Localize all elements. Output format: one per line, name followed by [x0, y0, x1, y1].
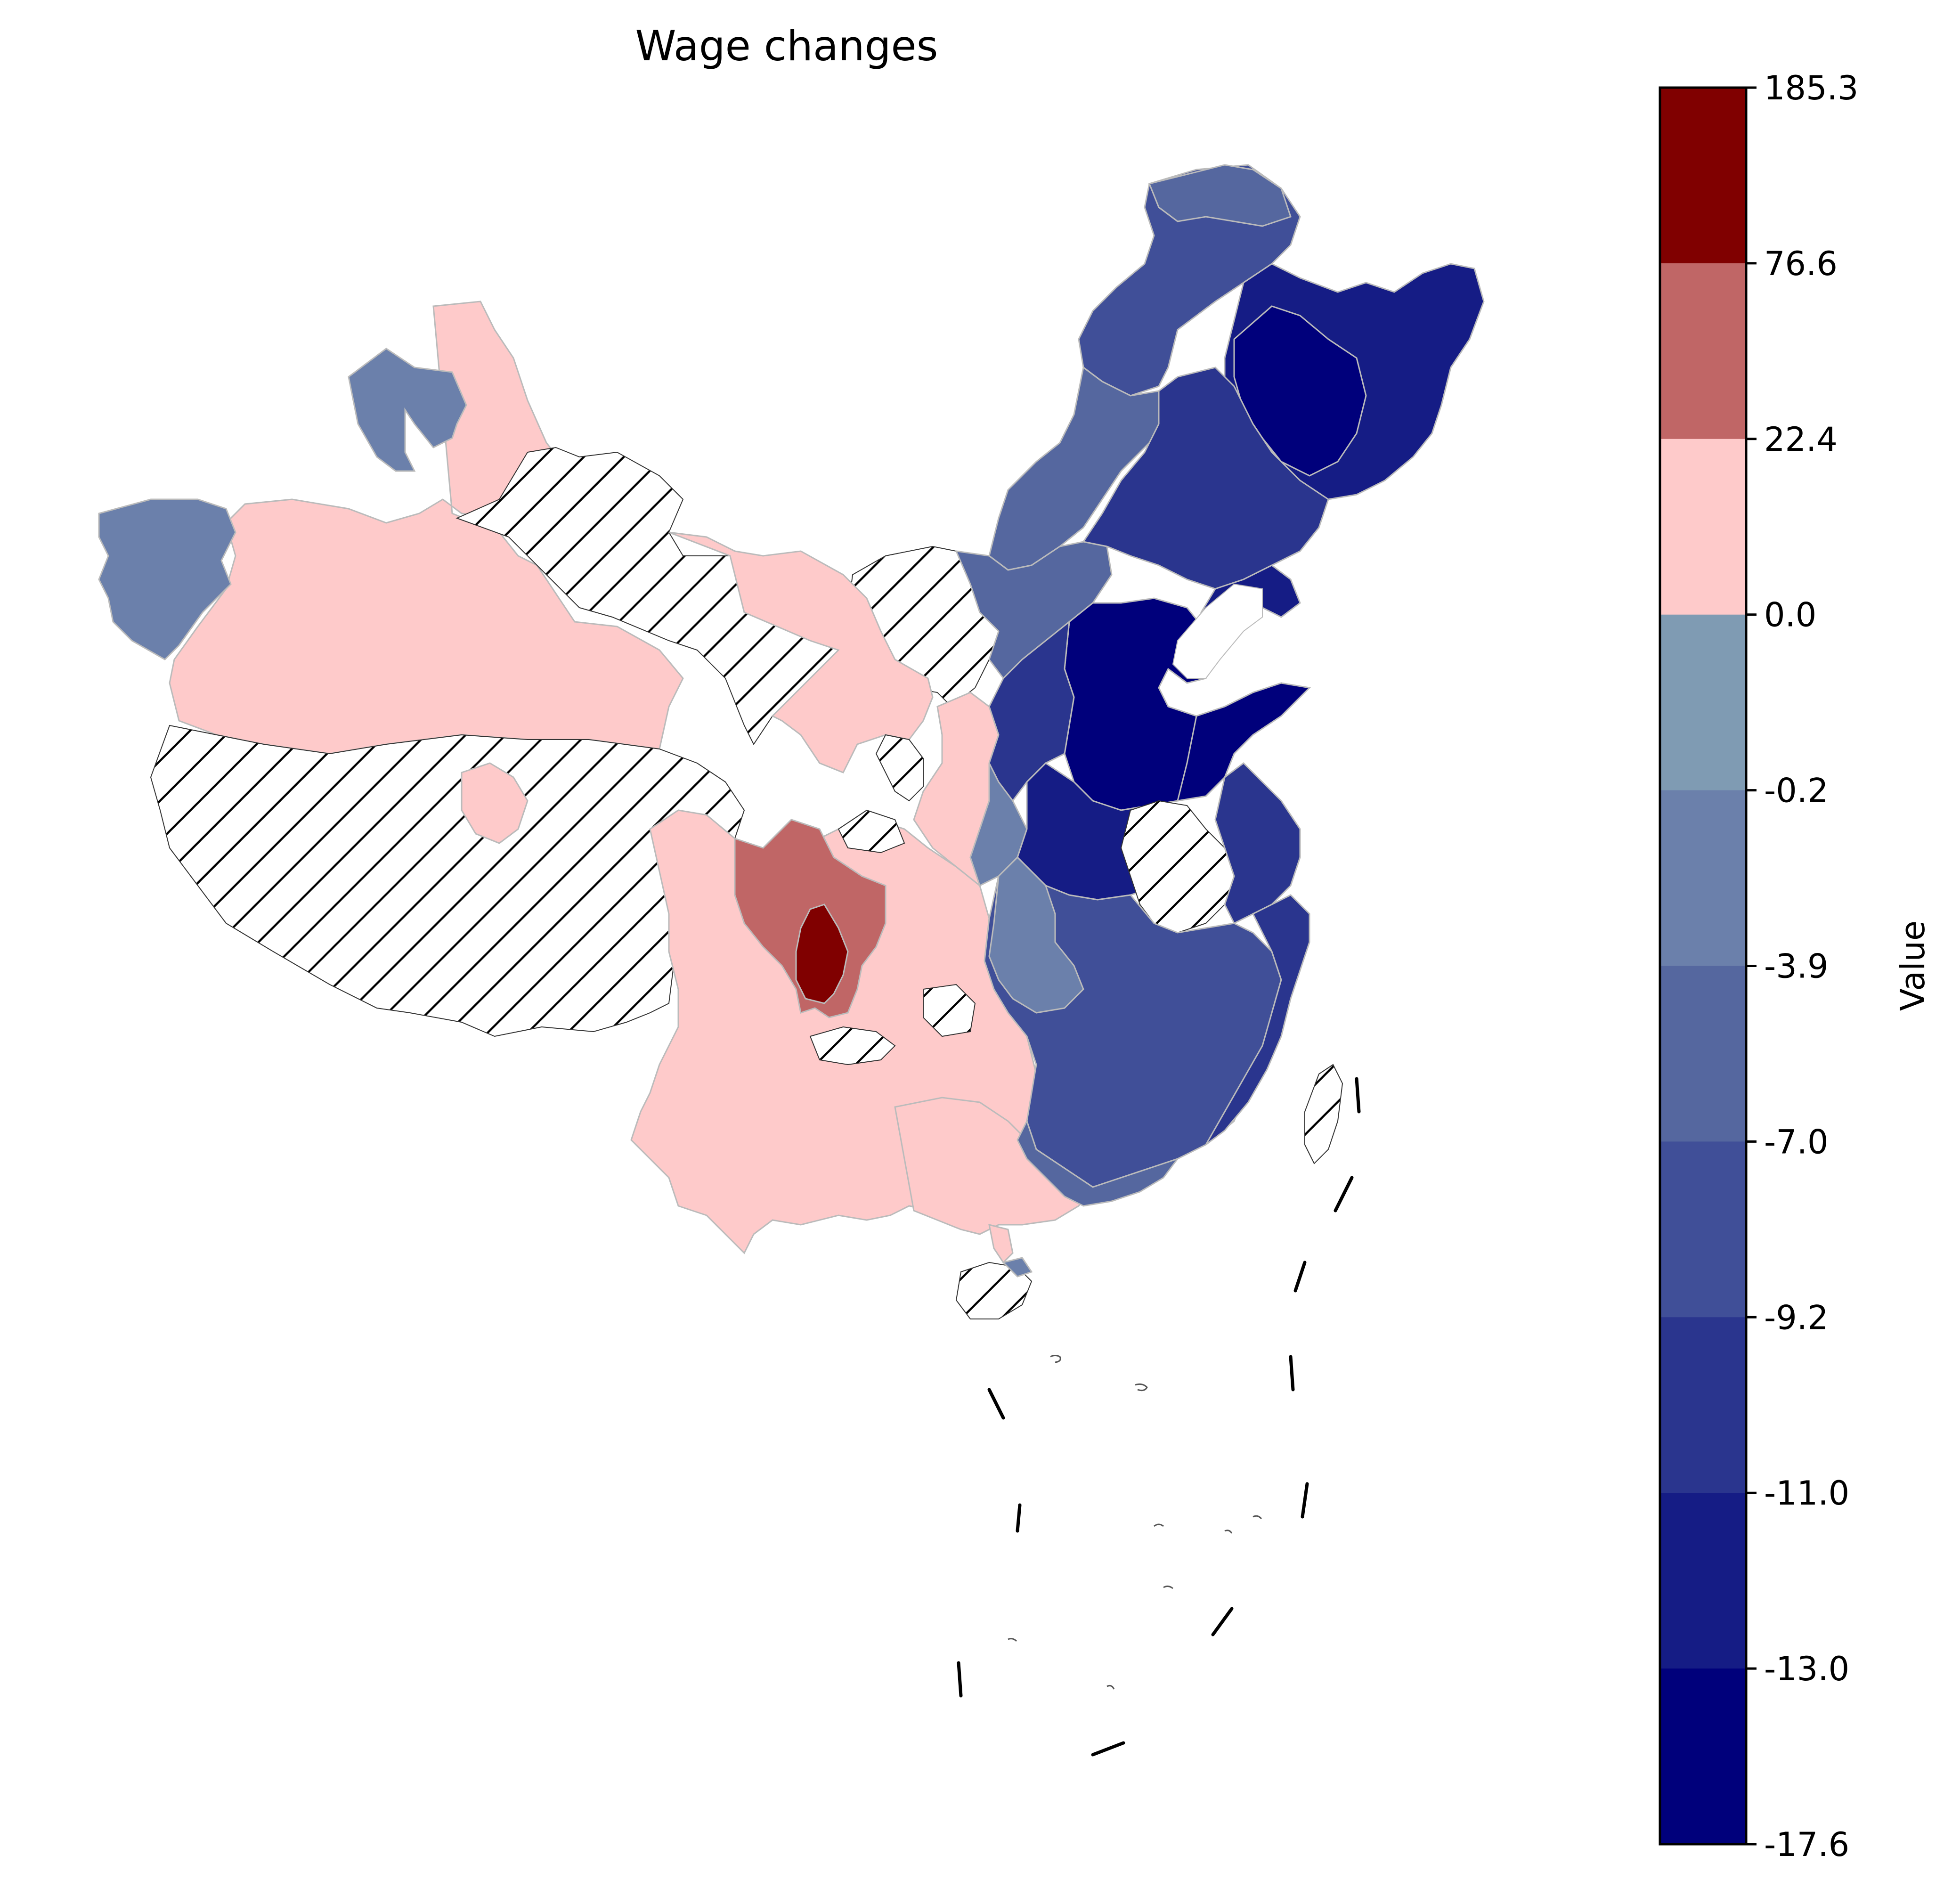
region-shandong	[1176, 682, 1311, 802]
colorbar-block	[1660, 1493, 1746, 1669]
colorbar-block	[1660, 1668, 1746, 1845]
map-regions	[98, 164, 1485, 1319]
region-central-south	[984, 856, 1282, 1188]
colorbar-block	[1660, 614, 1746, 791]
colorbar-block	[1660, 1141, 1746, 1318]
bohai-sea	[1172, 583, 1263, 679]
region-guangdong	[1017, 1119, 1180, 1207]
nine-dash-line	[957, 1077, 1361, 1757]
region-tibet-pink-patch	[461, 762, 529, 844]
region-hubei-nodata	[923, 984, 976, 1037]
colorbar-block	[1660, 790, 1746, 966]
colorbar-tick-label: -0.2	[1764, 772, 1829, 810]
region-shanxi	[988, 620, 1075, 802]
region-hainan	[955, 1261, 1033, 1319]
colorbar-tick-label: -17.6	[1764, 1825, 1849, 1864]
colorbar-block	[1660, 439, 1746, 615]
region-hainan-north	[1002, 1257, 1033, 1278]
colorbar-tick-label: 76.6	[1764, 244, 1838, 283]
region-ili	[98, 498, 236, 660]
region-zhejiang-fujian	[1205, 894, 1310, 1146]
colorbar-tick-label: -13.0	[1764, 1650, 1849, 1688]
colorbar-label: Value	[1894, 920, 1932, 1011]
region-chengdu	[795, 903, 849, 1004]
region-gansu-east-nodata	[838, 809, 905, 854]
colorbar-tick-label: -11.0	[1764, 1474, 1849, 1513]
colorbar-tick-label: -3.9	[1764, 947, 1829, 986]
region-hubei	[988, 856, 1084, 1014]
region-heilongjiang-tip	[1148, 164, 1292, 227]
region-leizhou	[988, 1223, 1014, 1264]
region-guangxi	[894, 1097, 1094, 1235]
colorbar-tick-label: -7.0	[1764, 1123, 1829, 1161]
colorbar-block	[1660, 1317, 1746, 1493]
colorbar-tick-label: 185.3	[1764, 69, 1858, 107]
colorbar-ticks: 185.3 76.6 22.4 0.0 -0.2 -3.9 -7.0 -9.2 -11.0 -13…	[1746, 69, 1858, 1864]
colorbar-tick-label: 22.4	[1764, 420, 1838, 459]
region-taiwan	[1304, 1064, 1343, 1164]
region-anhui-nodata	[1120, 800, 1235, 934]
colorbar-tick-label: 0.0	[1764, 596, 1816, 635]
colorbar: 185.3 76.6 22.4 0.0 -0.2 -3.9 -7.0 -9.2 -11.0 -13…	[1659, 69, 1932, 1864]
colorbar-block	[1660, 88, 1746, 264]
colorbar-block	[1660, 263, 1746, 439]
colorbar-block	[1660, 966, 1746, 1142]
region-shaanxi-nodata	[875, 734, 924, 802]
map-title: Wage changes	[635, 22, 938, 70]
colorbar-tick-label: -9.2	[1764, 1298, 1829, 1337]
colorbar-blocks	[1660, 88, 1746, 1845]
region-tacheng	[348, 348, 467, 472]
islands	[1008, 1355, 1262, 1690]
region-chongqing-nodata	[809, 1026, 896, 1066]
region-tibet-nodata	[150, 724, 745, 1037]
